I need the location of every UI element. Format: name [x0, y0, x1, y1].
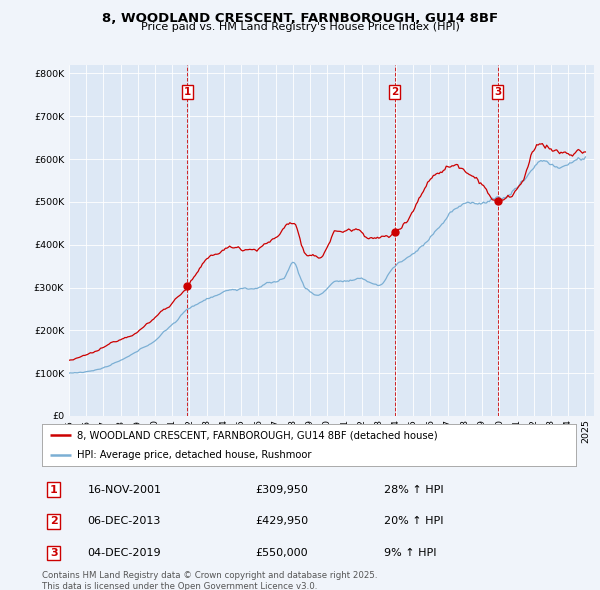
Text: Price paid vs. HM Land Registry's House Price Index (HPI): Price paid vs. HM Land Registry's House … [140, 22, 460, 32]
Text: 16-NOV-2001: 16-NOV-2001 [88, 485, 161, 495]
Text: 3: 3 [50, 548, 58, 558]
Text: £309,950: £309,950 [256, 485, 308, 495]
Text: 28% ↑ HPI: 28% ↑ HPI [384, 485, 443, 495]
Text: 06-DEC-2013: 06-DEC-2013 [88, 516, 161, 526]
Text: HPI: Average price, detached house, Rushmoor: HPI: Average price, detached house, Rush… [77, 450, 311, 460]
Text: £429,950: £429,950 [256, 516, 309, 526]
Text: 9% ↑ HPI: 9% ↑ HPI [384, 548, 436, 558]
Text: 1: 1 [184, 87, 191, 97]
Text: 1: 1 [50, 485, 58, 495]
Text: 3: 3 [494, 87, 502, 97]
Text: 2: 2 [391, 87, 398, 97]
Text: 8, WOODLAND CRESCENT, FARNBOROUGH, GU14 8BF: 8, WOODLAND CRESCENT, FARNBOROUGH, GU14 … [102, 12, 498, 25]
Text: 04-DEC-2019: 04-DEC-2019 [88, 548, 161, 558]
Text: 20% ↑ HPI: 20% ↑ HPI [384, 516, 443, 526]
Text: 2: 2 [50, 516, 58, 526]
Text: £550,000: £550,000 [256, 548, 308, 558]
Text: Contains HM Land Registry data © Crown copyright and database right 2025.
This d: Contains HM Land Registry data © Crown c… [42, 571, 377, 590]
Text: 8, WOODLAND CRESCENT, FARNBOROUGH, GU14 8BF (detached house): 8, WOODLAND CRESCENT, FARNBOROUGH, GU14 … [77, 430, 437, 440]
